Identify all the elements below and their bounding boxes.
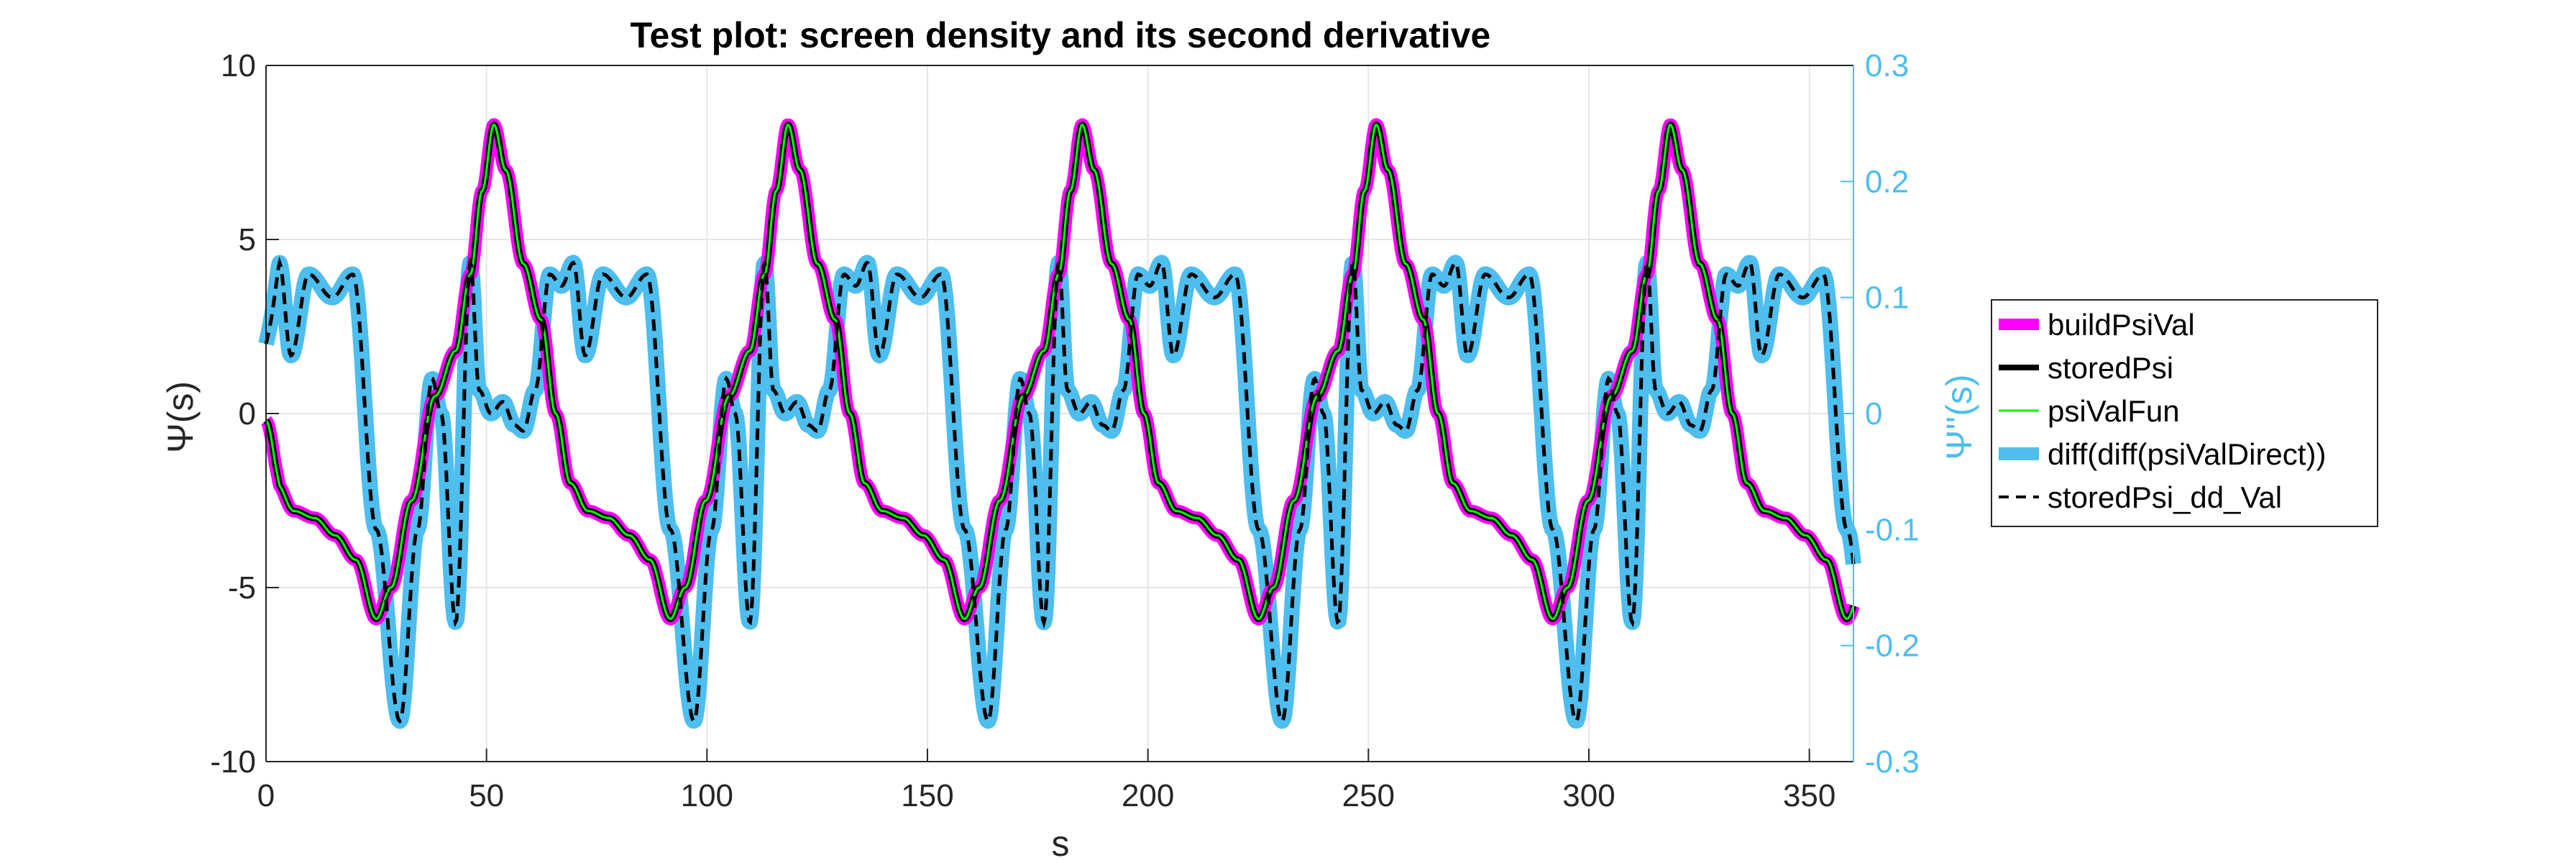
- left-tick-label: 10: [221, 48, 256, 83]
- legend-label: storedPsi_dd_Val: [2048, 480, 2282, 514]
- right-axis-label: Ψ''(s): [1939, 374, 1979, 460]
- left-tick-label: 0: [239, 396, 256, 432]
- right-tick-label: -0.2: [1865, 629, 1920, 664]
- x-tick-label: 150: [901, 778, 953, 813]
- legend-label: psiValFun: [2048, 394, 2180, 428]
- left-tick-label: -5: [228, 570, 256, 606]
- legend-label: diff(diff(psiValDirect)): [2048, 437, 2326, 471]
- x-tick-label: 200: [1122, 778, 1174, 813]
- x-tick-label: 350: [1783, 778, 1835, 813]
- x-axis-label: s: [1052, 823, 1070, 863]
- left-tick-label: 5: [239, 222, 256, 257]
- series-storedPsi_dd_Val: [264, 256, 1856, 724]
- x-tick-label: 0: [257, 778, 275, 813]
- right-tick-label: 0: [1865, 396, 1882, 432]
- right-tick-label: 0.3: [1865, 48, 1909, 83]
- right-tick-label: -0.3: [1865, 744, 1920, 780]
- right-tick-label: -0.1: [1865, 512, 1920, 547]
- legend: buildPsiVal storedPsi psiValFun diff(diff(p…: [1991, 299, 2378, 527]
- left-axis-label: Ψ(s): [160, 381, 201, 453]
- axes: 0 50 100 150 200 250 300 3501050-5-100.30.20.10…: [210, 48, 1919, 813]
- right-tick-label: 0.2: [1865, 164, 1909, 199]
- x-tick-label: 100: [681, 778, 733, 813]
- x-tick-label: 300: [1562, 778, 1615, 813]
- legend-label: storedPsi: [2048, 351, 2173, 385]
- chart-title: Test plot: screen density and its second…: [631, 15, 1491, 55]
- right-tick-label: 0.1: [1865, 280, 1909, 316]
- series-diff-diff-psiValDirect: [258, 255, 1861, 729]
- legend-box: [1991, 299, 2378, 527]
- legend-label: buildPsiVal: [2048, 308, 2195, 342]
- x-tick-label: 50: [469, 778, 504, 813]
- left-tick-label: -10: [210, 744, 256, 780]
- series-layer: [258, 118, 1861, 729]
- x-tick-label: 250: [1342, 778, 1395, 813]
